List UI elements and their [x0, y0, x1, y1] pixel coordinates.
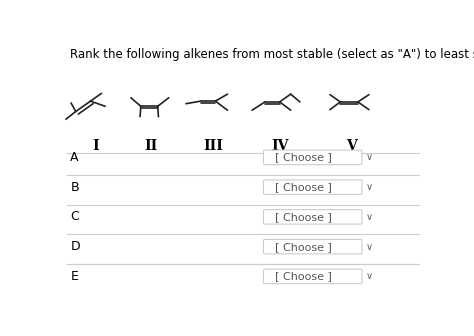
- Text: IV: IV: [271, 139, 288, 153]
- FancyBboxPatch shape: [264, 180, 362, 195]
- Text: D: D: [70, 240, 80, 253]
- Text: C: C: [70, 210, 79, 223]
- Text: ∨: ∨: [366, 212, 373, 222]
- Text: [ Choose ]: [ Choose ]: [275, 212, 332, 222]
- Text: B: B: [70, 181, 79, 194]
- Text: Rank the following alkenes from most stable (select as "A") to least stable (sel: Rank the following alkenes from most sta…: [70, 48, 474, 61]
- Text: I: I: [93, 139, 99, 153]
- Text: III: III: [204, 139, 223, 153]
- FancyBboxPatch shape: [264, 269, 362, 284]
- Text: [ Choose ]: [ Choose ]: [275, 271, 332, 282]
- Text: ∨: ∨: [366, 182, 373, 192]
- Text: ∨: ∨: [366, 153, 373, 162]
- Text: [ Choose ]: [ Choose ]: [275, 182, 332, 192]
- Text: II: II: [145, 139, 158, 153]
- Text: [ Choose ]: [ Choose ]: [275, 153, 332, 162]
- Text: ∨: ∨: [366, 271, 373, 282]
- Text: ∨: ∨: [366, 242, 373, 252]
- Text: A: A: [70, 151, 79, 164]
- Text: V: V: [346, 139, 356, 153]
- FancyBboxPatch shape: [264, 150, 362, 165]
- FancyBboxPatch shape: [264, 240, 362, 254]
- FancyBboxPatch shape: [264, 210, 362, 224]
- Text: E: E: [70, 270, 78, 283]
- Text: [ Choose ]: [ Choose ]: [275, 242, 332, 252]
